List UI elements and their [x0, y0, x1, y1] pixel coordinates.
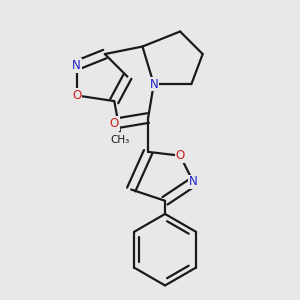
Text: O: O	[176, 149, 185, 162]
Text: O: O	[110, 117, 119, 130]
Text: N: N	[72, 59, 81, 72]
Text: CH₃: CH₃	[110, 135, 130, 145]
Text: O: O	[72, 89, 81, 102]
Text: N: N	[149, 78, 158, 91]
Text: N: N	[189, 176, 198, 188]
